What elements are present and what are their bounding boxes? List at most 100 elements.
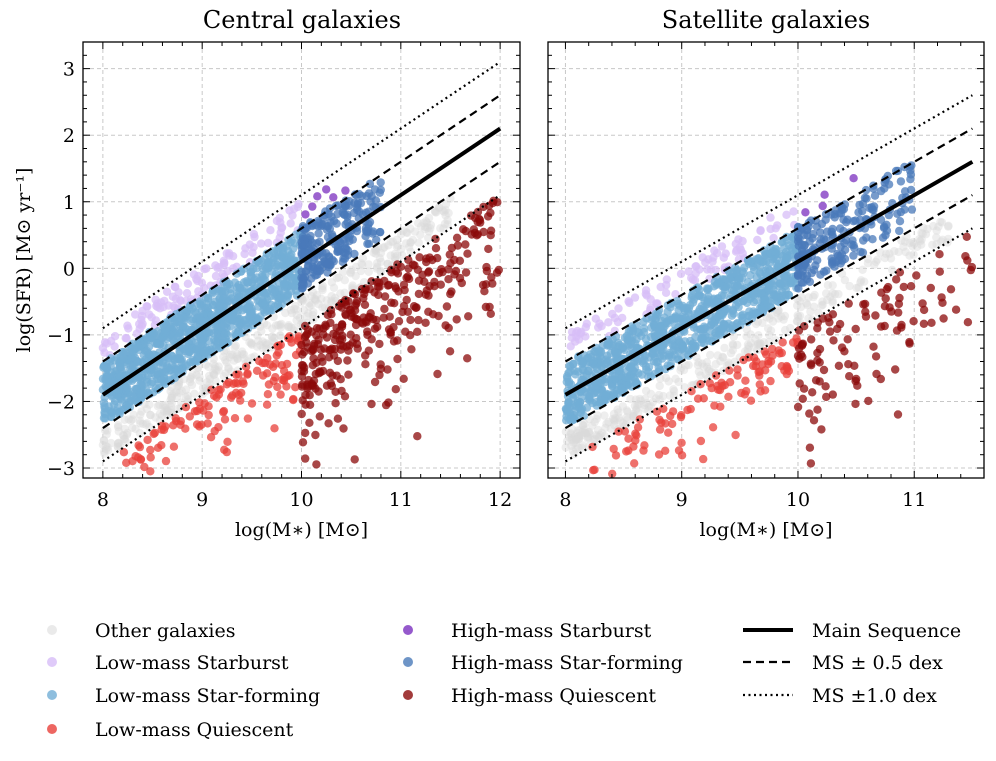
data-point [577, 327, 586, 337]
data-point [833, 324, 842, 334]
data-point [905, 339, 914, 348]
data-point [333, 209, 342, 219]
data-point [485, 302, 494, 312]
data-point [228, 391, 237, 400]
data-point [753, 346, 762, 355]
data-point [297, 409, 306, 419]
data-point [236, 396, 245, 405]
data-point [810, 290, 819, 300]
data-point [249, 229, 259, 239]
data-point [327, 298, 336, 307]
data-point [929, 221, 938, 231]
data-point [221, 294, 231, 304]
data-point [852, 283, 861, 293]
data-point [376, 257, 386, 266]
data-point [809, 292, 818, 302]
data-point [431, 208, 440, 217]
data-point [677, 438, 686, 447]
data-point [252, 366, 262, 375]
data-point [798, 394, 807, 403]
data-point [380, 292, 390, 301]
data-point [580, 428, 589, 437]
data-point [671, 314, 680, 323]
data-point [746, 396, 756, 405]
data-point [299, 306, 308, 315]
data-point [128, 347, 137, 356]
data-point [906, 185, 916, 195]
data-point [944, 234, 953, 244]
data-point [676, 363, 686, 372]
data-point [305, 391, 314, 400]
data-point [630, 459, 639, 468]
data-point [774, 306, 783, 315]
data-point [102, 430, 111, 439]
data-point [297, 382, 307, 391]
data-point [298, 438, 308, 447]
data-point [384, 398, 393, 407]
data-point [414, 276, 424, 285]
data-point [881, 294, 890, 303]
data-point [444, 275, 453, 284]
data-point [372, 264, 381, 273]
data-point [756, 387, 765, 396]
data-point [327, 230, 337, 239]
data-point [778, 338, 787, 347]
legend-marker [403, 690, 413, 700]
data-point [325, 368, 335, 377]
data-point [909, 250, 918, 259]
legend-marker [47, 657, 57, 667]
data-point [917, 228, 926, 238]
data-point [892, 275, 901, 284]
data-point [297, 372, 307, 381]
data-point [629, 442, 638, 451]
data-point [142, 404, 151, 414]
data-point [103, 443, 112, 452]
data-point [608, 309, 617, 319]
data-point [768, 317, 778, 326]
data-point [190, 307, 200, 316]
data-point [809, 265, 819, 275]
data-point [168, 292, 178, 301]
data-point [582, 403, 592, 412]
data-point [406, 224, 415, 233]
data-point [682, 303, 691, 313]
legend-marker [47, 625, 57, 635]
data-point [768, 247, 778, 256]
data-point [744, 342, 754, 351]
data-point [577, 431, 586, 440]
data-point [333, 247, 342, 256]
data-point [614, 304, 623, 313]
data-point [706, 265, 716, 274]
data-point [426, 220, 436, 230]
data-point [356, 266, 366, 276]
data-point [422, 254, 431, 263]
data-point [566, 429, 576, 438]
data-point [870, 191, 880, 200]
data-point [646, 303, 655, 312]
data-point [765, 314, 774, 323]
data-point [698, 359, 707, 368]
data-point [829, 336, 838, 345]
data-point [347, 265, 356, 274]
data-point [119, 448, 129, 457]
data-point [828, 281, 837, 290]
data-point [128, 423, 137, 432]
data-point [828, 390, 837, 399]
data-point [716, 357, 725, 366]
data-point [401, 327, 410, 336]
data-point [441, 211, 450, 220]
data-point [781, 325, 790, 335]
data-point [756, 262, 765, 272]
data-point [238, 306, 247, 315]
data-point [604, 318, 613, 327]
data-point [372, 235, 381, 244]
data-point [779, 315, 788, 324]
data-point [896, 177, 906, 186]
data-point [336, 375, 345, 384]
data-point [302, 312, 311, 321]
data-point [228, 252, 238, 261]
data-point [156, 375, 166, 384]
data-point [341, 186, 350, 195]
data-point [632, 404, 641, 413]
data-point [229, 356, 239, 365]
